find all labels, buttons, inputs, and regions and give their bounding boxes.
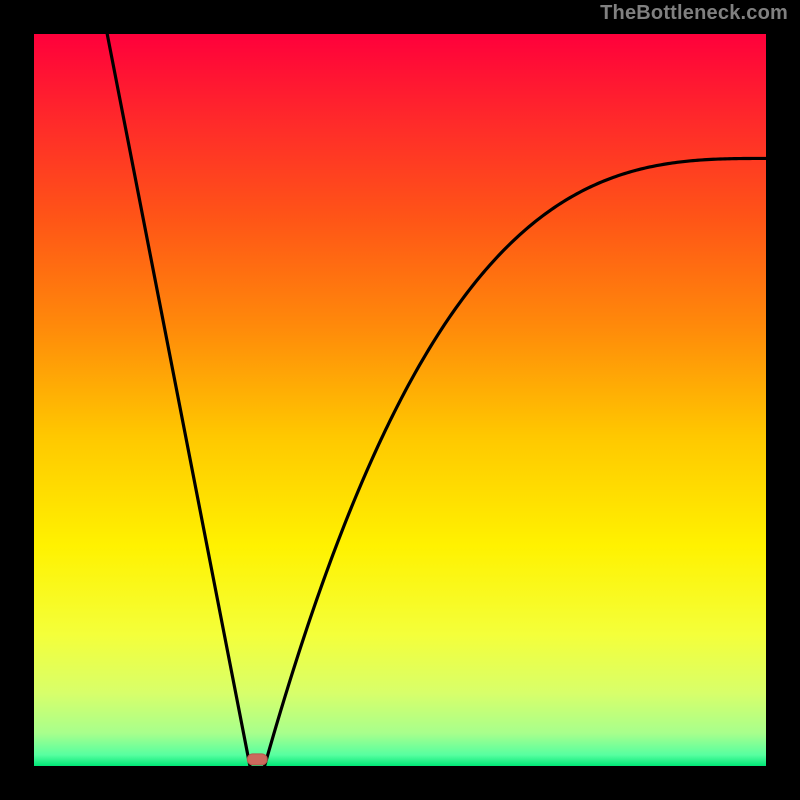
chart-container: TheBottleneck.com <box>0 0 800 800</box>
minimum-marker <box>247 754 267 765</box>
chart-svg <box>0 0 800 800</box>
watermark-text: TheBottleneck.com <box>600 2 788 25</box>
